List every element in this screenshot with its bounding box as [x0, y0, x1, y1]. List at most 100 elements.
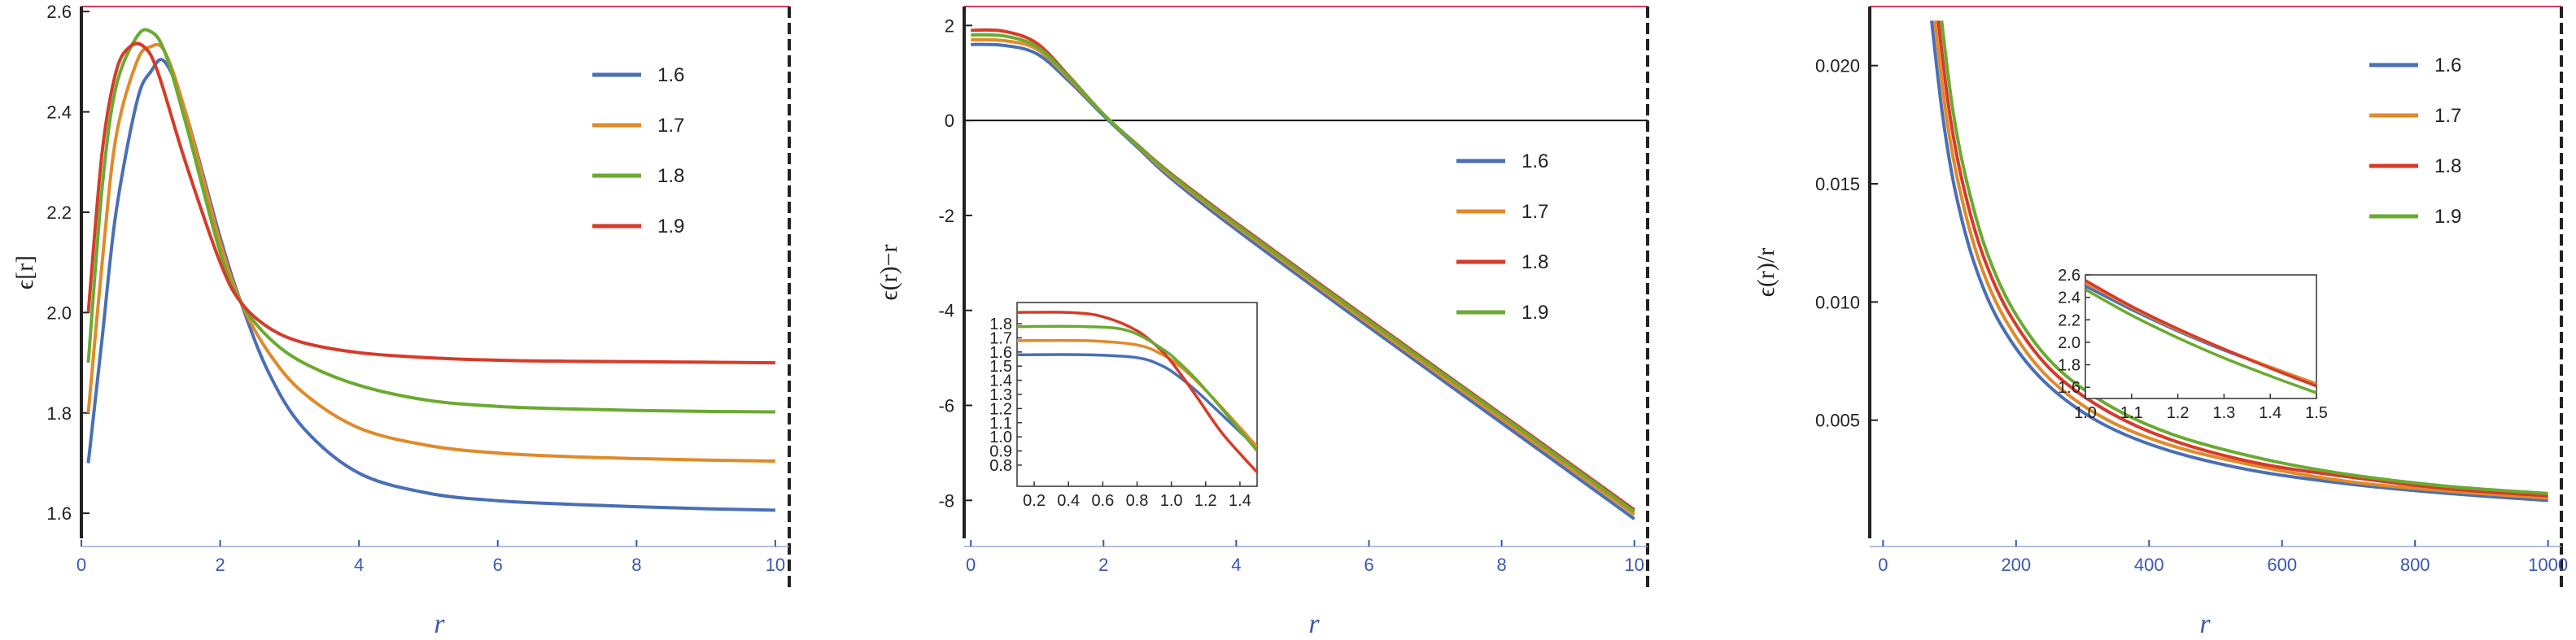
inset-x-tick-label: 1.4 [2259, 404, 2281, 422]
y-tick-label: -2 [938, 206, 954, 226]
series-line-1.8 [1936, 20, 2548, 498]
x-axis-title: r [1308, 609, 1320, 639]
y-tick-label: 0.005 [1815, 411, 1860, 431]
legend-label: 1.6 [1522, 150, 1548, 172]
y-tick-label: 2 [945, 15, 954, 36]
x-tick-label: 600 [2267, 555, 2297, 575]
x-tick-label: 0 [966, 555, 976, 575]
x-tick-label: 800 [2400, 555, 2430, 575]
inset-x-tick-label: 1.2 [1194, 492, 1217, 510]
inset-y-tick-label: 1.6 [989, 344, 1012, 362]
inset-y-tick-label: 2.6 [2058, 267, 2080, 285]
inset-x-tick-label: 1.2 [2167, 404, 2190, 422]
series-line-1.7 [1933, 20, 2548, 500]
inset-y-tick-label: 1.8 [989, 316, 1012, 333]
series-line-1.9 [971, 33, 1635, 513]
inset-y-tick-label: 1.7 [989, 329, 1012, 347]
x-tick-label: 10 [1624, 555, 1644, 575]
y-tick-label: -4 [938, 301, 954, 321]
x-tick-label: 200 [2001, 555, 2031, 575]
inset-x-tick-label: 0.8 [1126, 492, 1149, 510]
x-tick-label: 8 [1496, 555, 1506, 575]
x-axis-title: r [2199, 609, 2211, 639]
inset-x-tick-label: 1.0 [1160, 492, 1183, 510]
legend-label: 1.7 [2434, 105, 2461, 127]
inset-series-line-1.8 [2085, 279, 2316, 388]
y-axis-title: ϵ[r] [11, 255, 38, 290]
legend-label: 1.9 [1522, 302, 1548, 324]
chart-panel-epsilon: 0 2 4 6 8 10 1.6 1.8 2.0 2.2 2.4 2.6 r ϵ[r] 1.6 1.7 1.8 1… [11, 2, 791, 639]
series-line-1.9 [1940, 20, 2548, 495]
inset-x-tick-label: 1.5 [2305, 404, 2328, 422]
x-tick-label: 8 [631, 555, 641, 575]
x-tick-label: 0 [1878, 555, 1888, 575]
inset-y-tick-label: 0.8 [989, 457, 1012, 475]
inset-y-tick-label: 1.4 [989, 372, 1012, 390]
legend-label: 1.8 [657, 165, 684, 187]
inset-y-tick-label: 1.6 [2058, 379, 2080, 397]
x-tick-label: 6 [493, 555, 503, 575]
inset-plot: 0.2 0.4 0.6 0.8 1.0 1.2 1.40.80.91.01.11.21.31… [989, 302, 1258, 510]
inset-series-line-1.6 [1017, 353, 1257, 450]
inset-y-tick-label: 0.9 [989, 443, 1012, 461]
inset-series-line-1.9 [2085, 288, 2316, 394]
y-tick-label: -6 [938, 396, 954, 416]
inset-y-tick-label: 1.1 [989, 415, 1012, 433]
x-tick-label: 0 [76, 555, 86, 575]
y-tick-label: 2.0 [46, 303, 72, 323]
inset-series-line-1.8 [1017, 311, 1257, 473]
y-tick-label: 0 [945, 111, 954, 131]
inset-y-tick-label: 1.8 [2058, 357, 2080, 375]
series-line-1.7 [86, 42, 775, 463]
legend-label: 1.9 [2434, 206, 2461, 228]
inset-y-tick-label: 2.0 [2058, 334, 2080, 352]
x-tick-label: 1000 [2528, 555, 2568, 575]
y-tick-label: 1.6 [46, 503, 72, 524]
inset-x-tick-label: 1.4 [1229, 492, 1251, 510]
inset-y-tick-label: 1.2 [989, 400, 1012, 418]
x-tick-label: 10 [766, 555, 785, 575]
inset-y-tick-label: 2.4 [2058, 290, 2080, 307]
legend-label: 1.8 [2434, 155, 2461, 177]
y-tick-label: 2.2 [46, 202, 72, 223]
inset-series-line-1.9 [1017, 324, 1257, 452]
x-axis-title: r [434, 609, 445, 639]
y-tick-label: 2.4 [46, 102, 72, 123]
x-tick-label: 6 [1364, 555, 1373, 575]
x-tick-label: 4 [354, 555, 364, 575]
legend-label: 1.8 [1522, 251, 1548, 273]
inset-x-tick-label: 1.3 [2212, 404, 2235, 422]
y-axis-title: ϵ(r)−r [875, 244, 902, 300]
y-tick-label: -8 [938, 490, 954, 511]
inset-y-tick-label: 1.3 [989, 386, 1012, 404]
inset-x-tick-label: 0.4 [1057, 492, 1080, 510]
series-line-1.6 [971, 42, 1635, 520]
inset-y-tick-label: 1.5 [989, 358, 1012, 376]
legend-label: 1.7 [657, 115, 684, 137]
legend-label: 1.7 [1522, 201, 1548, 223]
y-tick-label: 0.015 [1815, 174, 1860, 194]
inset-x-tick-label: 1.1 [2120, 404, 2143, 422]
series-line-1.6 [1930, 20, 2548, 503]
x-tick-label: 2 [1098, 555, 1108, 575]
legend-label: 1.6 [2434, 54, 2461, 76]
chart-panel-epsilon-over-r: 0 200 400 600 800 1000 0.005 0.010 0.015 0.020 r ϵ(… [1753, 6, 2568, 639]
x-tick-label: 4 [1231, 555, 1241, 575]
inset-x-tick-label: 1.0 [2074, 404, 2097, 422]
y-tick-label: 1.8 [46, 403, 72, 424]
legend-label: 1.6 [657, 64, 684, 86]
y-tick-label: 0.010 [1815, 292, 1860, 312]
inset-x-tick-label: 0.2 [1023, 492, 1046, 510]
inset-x-tick-label: 0.6 [1091, 492, 1114, 510]
x-tick-label: 400 [2134, 555, 2164, 575]
x-tick-label: 2 [215, 555, 225, 575]
y-tick-label: 0.020 [1815, 56, 1860, 76]
y-tick-label: 2.6 [46, 2, 72, 22]
inset-plot: 1.0 1.1 1.2 1.3 1.4 1.5 1.6 1.8 2.0 2.2 2.4 2.6 [2058, 267, 2328, 422]
legend-label: 1.9 [657, 216, 684, 237]
inset-y-tick-label: 1.0 [989, 429, 1012, 446]
y-axis-title: ϵ(r)/r [1753, 248, 1779, 297]
series-line-1.9 [86, 41, 775, 365]
inset-y-tick-label: 2.2 [2058, 311, 2080, 329]
